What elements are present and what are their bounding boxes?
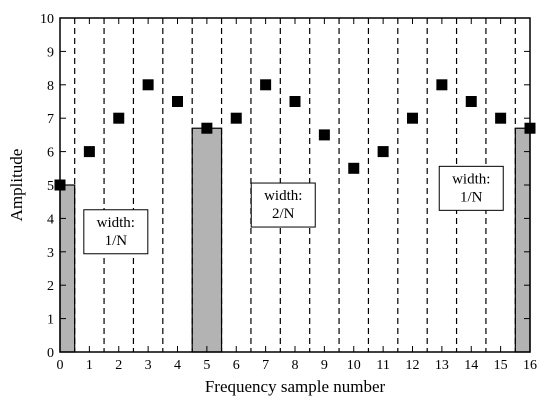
x-axis-title: Frequency sample number — [205, 377, 386, 396]
x-tick-label-4: 4 — [174, 358, 181, 373]
data-point-8 — [289, 96, 301, 107]
x-tick-label-16: 16 — [523, 358, 537, 373]
annotation-box — [83, 209, 149, 255]
y-axis-title: Amplitude — [7, 149, 26, 222]
annotation-text: 1/N — [460, 189, 483, 205]
data-point-12 — [407, 112, 418, 124]
data-point-16 — [524, 122, 536, 134]
data-point-13 — [436, 79, 448, 91]
y-tick-label-3: 3 — [47, 246, 54, 261]
y-tick-label-5: 5 — [47, 179, 54, 194]
x-tick-label-3: 3 — [145, 358, 152, 373]
annotation-box — [250, 182, 316, 228]
annotation-0: width: 1/N — [83, 209, 149, 255]
annotation-text: width: — [452, 171, 490, 187]
y-tick-label-10: 10 — [40, 12, 54, 27]
y-tick-label-4: 4 — [47, 212, 54, 227]
data-point-2 — [113, 112, 125, 124]
x-tick-label-7: 7 — [262, 358, 269, 373]
x-tick-label-9: 9 — [321, 358, 328, 373]
annotation-text: 1/N — [105, 233, 128, 249]
y-tick-label-1: 1 — [47, 313, 54, 328]
bin-boundaries — [74, 18, 516, 352]
y-tick-label-2: 2 — [47, 279, 54, 294]
x-tick-label-14: 14 — [464, 358, 478, 373]
x-tick-label-13: 13 — [435, 358, 449, 373]
data-point-3 — [142, 79, 154, 91]
y-tick-label-8: 8 — [47, 79, 54, 94]
x-tick-label-8: 8 — [292, 358, 299, 373]
data-point-4 — [172, 96, 183, 107]
x-tick-label-5: 5 — [203, 358, 210, 373]
bar-1 — [191, 127, 223, 353]
x-tick-label-2: 2 — [115, 358, 122, 373]
annotation-1: width: 2/N — [250, 182, 316, 228]
data-point-1 — [83, 146, 95, 158]
y-tick-label-9: 9 — [47, 45, 54, 60]
bar-0 — [59, 184, 76, 353]
data-point-14 — [465, 96, 477, 107]
data-point-5 — [201, 122, 213, 134]
annotation-text: 2/N — [272, 206, 295, 222]
data-point-7 — [260, 79, 272, 91]
annotation-text: width: — [264, 188, 302, 204]
data-point-11 — [377, 146, 389, 158]
data-point-0 — [54, 179, 66, 191]
x-tick-label-11: 11 — [376, 358, 389, 373]
x-tick-label-12: 12 — [406, 358, 420, 373]
data-points — [54, 79, 536, 191]
x-tick-label-10: 10 — [347, 358, 361, 373]
x-tick-label-1: 1 — [86, 358, 93, 373]
annotation-2: width: 1/N — [438, 165, 504, 211]
y-tick-label-6: 6 — [47, 146, 54, 161]
data-point-15 — [495, 112, 507, 124]
y-tick-label-7: 7 — [47, 112, 54, 127]
y-tick-label-0: 0 — [47, 346, 54, 361]
annotations: width: 1/N width: 2/N width: 1/N — [83, 165, 504, 255]
data-point-10 — [348, 162, 360, 174]
annotation-box — [438, 165, 504, 211]
x-tick-label-0: 0 — [57, 358, 64, 373]
data-point-9 — [318, 129, 330, 141]
annotation-text: width: — [97, 215, 135, 231]
x-tick-label-6: 6 — [233, 358, 240, 373]
x-tick-label-15: 15 — [494, 358, 508, 373]
data-point-6 — [230, 112, 242, 124]
